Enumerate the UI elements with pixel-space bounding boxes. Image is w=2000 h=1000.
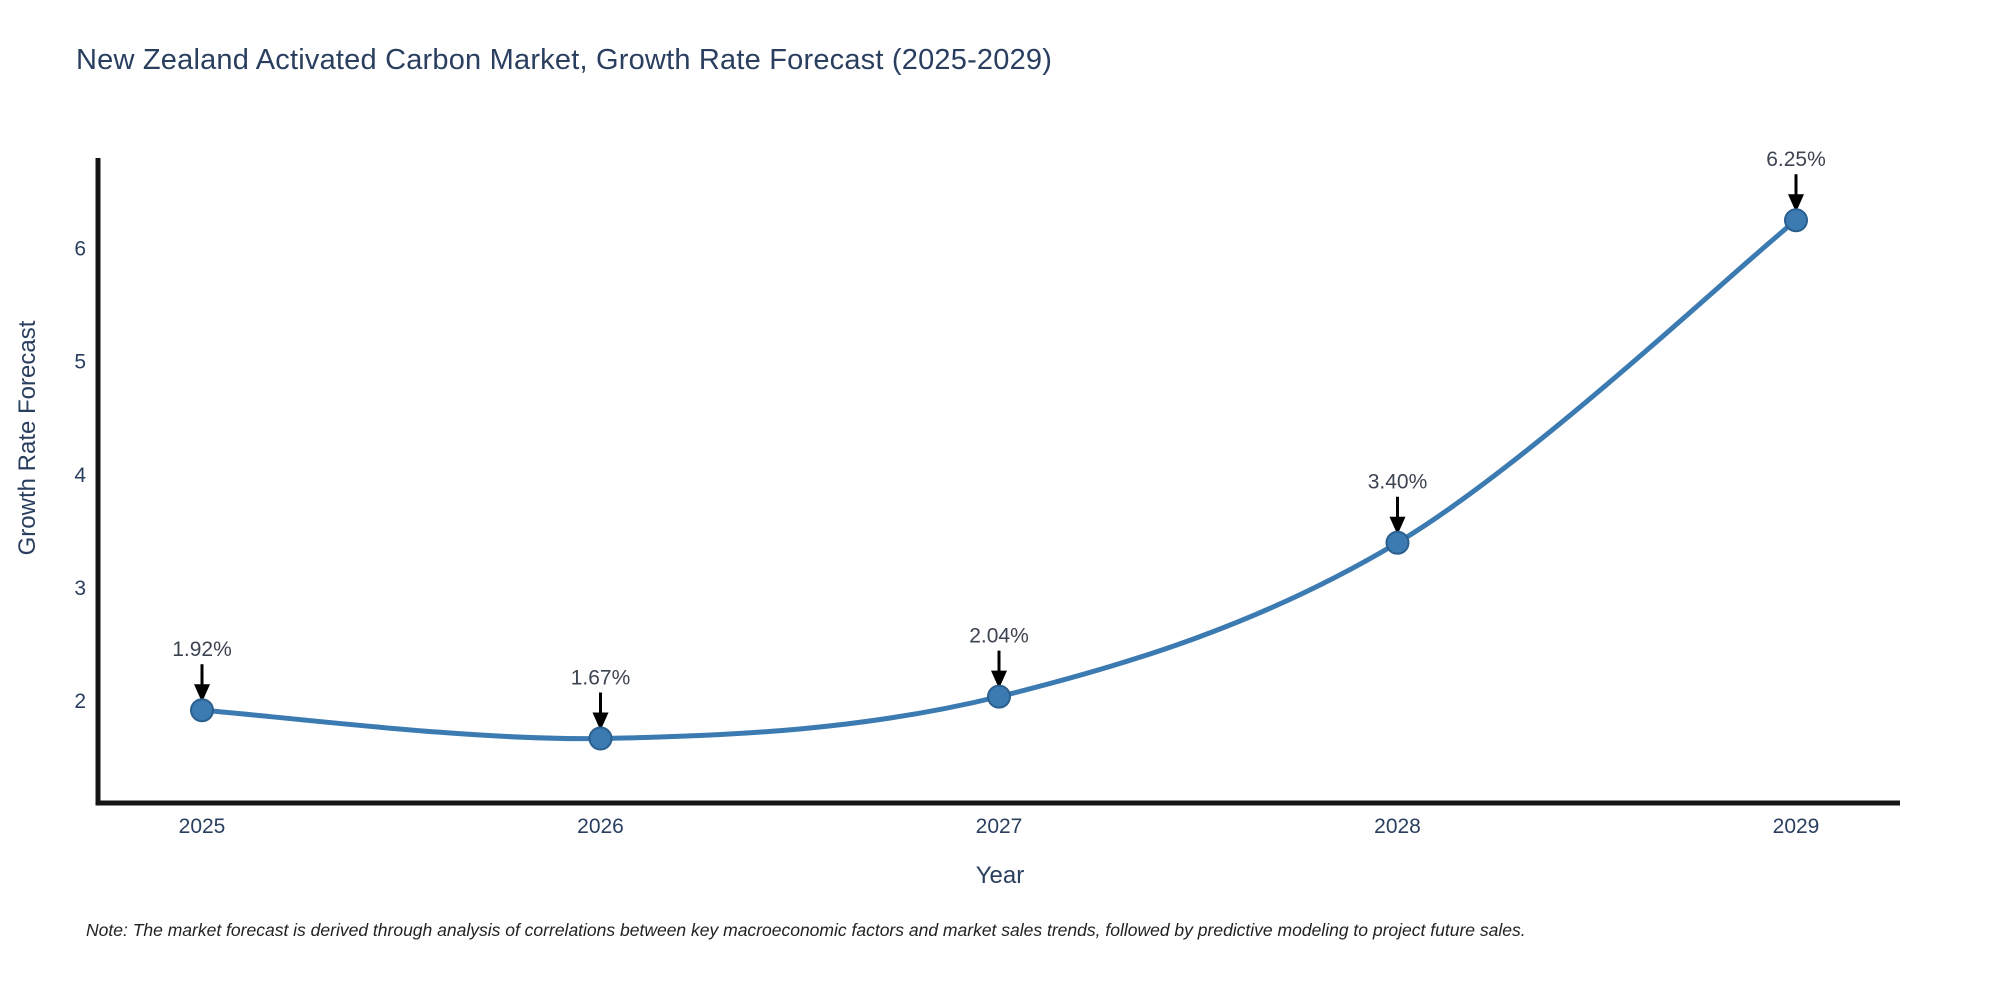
data-point-marker[interactable]	[1784, 208, 1808, 233]
data-point-label: 3.40%	[1368, 471, 1428, 494]
y-tick-label: 2	[74, 690, 86, 713]
y-tick-label: 5	[74, 351, 86, 374]
x-tick-label: 2025	[179, 815, 226, 838]
annotation-arrow-head	[991, 670, 1007, 689]
x-tick-label: 2028	[1374, 815, 1421, 838]
data-point-marker[interactable]	[1385, 530, 1410, 555]
x-axis-title: Year	[975, 862, 1025, 889]
chart-title: New Zealand Activated Carbon Market, Gro…	[76, 44, 1053, 76]
annotation-arrow-head	[1788, 194, 1804, 213]
data-point-label: 1.67%	[571, 667, 631, 690]
annotation-arrow-head	[592, 712, 609, 731]
x-tick-label: 2026	[577, 815, 624, 838]
data-point-marker[interactable]	[987, 684, 1011, 709]
data-point-label: 2.04%	[969, 625, 1029, 648]
data-point-marker[interactable]	[588, 726, 613, 751]
data-point-marker[interactable]	[190, 698, 214, 723]
data-point-label: 1.92%	[172, 638, 232, 661]
y-tick-label: 3	[74, 577, 86, 600]
y-tick-label: 6	[74, 238, 86, 261]
annotation-arrow-head	[1389, 516, 1406, 535]
chart-note: Note: The market forecast is derived thr…	[86, 920, 1526, 940]
x-tick-label: 2029	[1773, 815, 1820, 838]
annotation-arrow-head	[194, 684, 210, 703]
data-point-label: 6.25%	[1766, 148, 1826, 171]
x-tick-label: 2027	[976, 815, 1023, 838]
y-tick-label: 4	[74, 464, 86, 487]
